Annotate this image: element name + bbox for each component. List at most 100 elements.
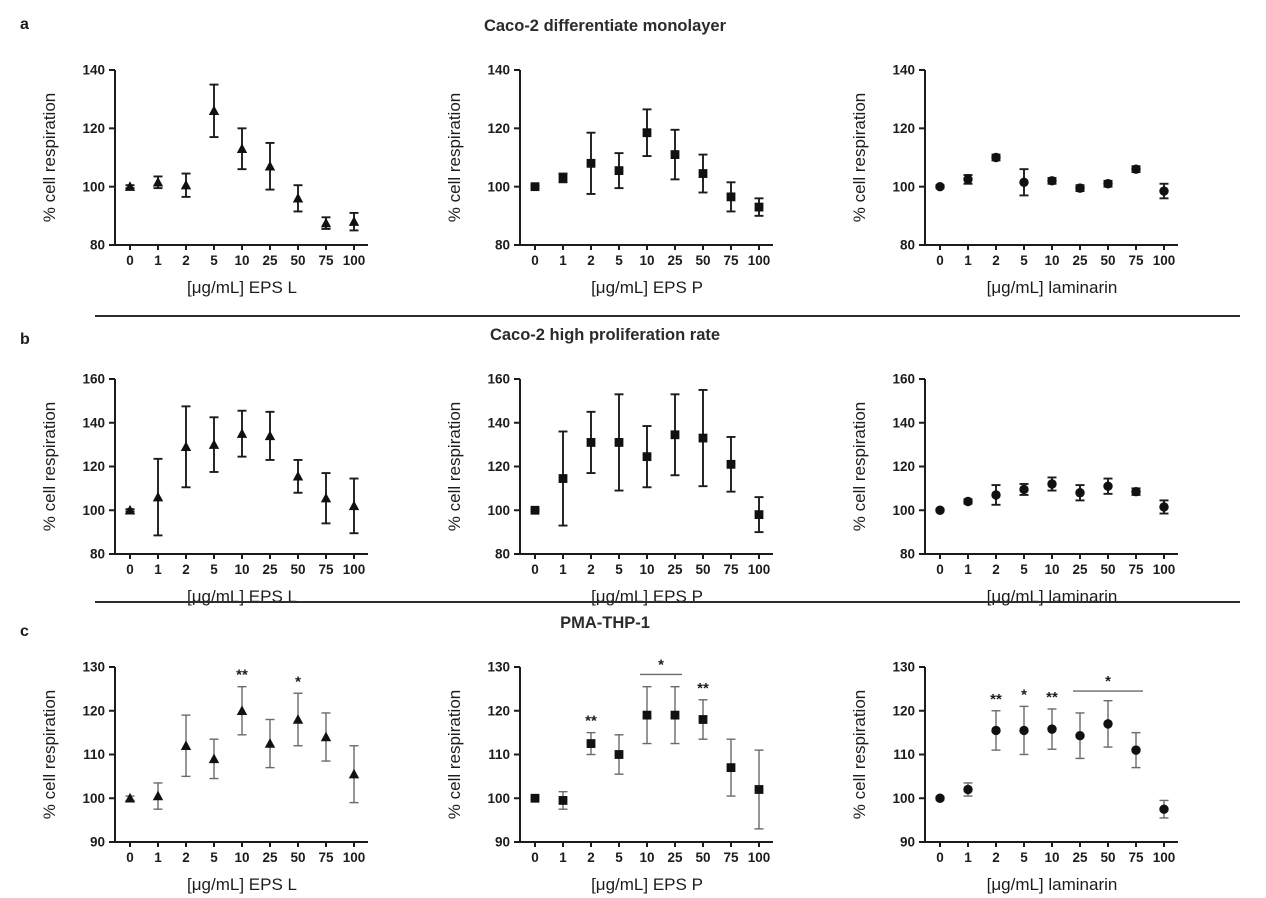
triangle-marker: [292, 714, 304, 724]
svg-text:2: 2: [992, 562, 1000, 577]
triangle-marker: [208, 439, 220, 449]
circle-marker: [991, 490, 1001, 500]
square-marker: [726, 459, 736, 469]
svg-text:140: 140: [82, 63, 105, 78]
significance-stars: *: [295, 673, 301, 690]
svg-text:50: 50: [290, 562, 305, 577]
svg-text:100: 100: [892, 179, 915, 194]
circle-marker: [1103, 179, 1113, 189]
svg-text:90: 90: [900, 835, 915, 850]
svg-text:10: 10: [1044, 562, 1059, 577]
svg-text:110: 110: [83, 747, 105, 762]
svg-text:50: 50: [1100, 253, 1115, 268]
svg-text:140: 140: [892, 63, 915, 78]
triangle-marker: [208, 105, 220, 116]
section-c-title: PMA-THP-1: [560, 614, 650, 632]
triangle-marker: [236, 428, 248, 438]
circle-marker: [935, 793, 945, 803]
svg-text:130: 130: [892, 660, 915, 675]
square-marker: [698, 433, 708, 443]
section-b: b Caco-2 high proliferation rate 80 100 12…: [0, 315, 1266, 606]
circle-marker: [991, 725, 1001, 736]
square-marker: [530, 793, 540, 803]
circle-marker: [991, 152, 1001, 163]
circle-marker: [1103, 481, 1113, 491]
svg-text:2: 2: [992, 850, 1000, 865]
triangle-marker: [152, 491, 164, 502]
circle-marker: [1159, 804, 1169, 814]
circle-marker: [935, 505, 945, 515]
triangle-marker: [236, 705, 248, 715]
triangle-marker: [124, 181, 136, 191]
square-marker: [558, 796, 568, 805]
square-marker: [530, 505, 540, 515]
triangle-marker: [180, 441, 192, 452]
svg-text:0: 0: [126, 850, 134, 865]
chart-monolayer-eps-l: 80 100 120 140 0 1 2 5 10 25 50 75 100% cell respira…: [30, 40, 427, 308]
square-marker: [558, 173, 568, 183]
significance-stars: **: [585, 713, 597, 730]
svg-text:10: 10: [1044, 850, 1059, 865]
circle-marker: [1131, 164, 1141, 174]
svg-text:0: 0: [936, 562, 944, 577]
svg-text:100: 100: [82, 503, 105, 518]
svg-text:50: 50: [290, 850, 305, 865]
svg-text:25: 25: [1072, 850, 1088, 865]
svg-text:5: 5: [210, 253, 218, 268]
svg-text:80: 80: [90, 238, 105, 253]
y-axis-title: % cell respiration: [445, 93, 464, 222]
chart-proliferation-eps-p: 80 100 120 140 160 0 1 2 5 10 25 50 75 100% cell resp…: [435, 349, 832, 617]
square-marker: [726, 192, 736, 202]
svg-text:110: 110: [893, 747, 915, 762]
triangle-marker: [208, 753, 220, 764]
svg-text:2: 2: [587, 562, 595, 577]
significance-stars: **: [697, 680, 709, 697]
svg-text:10: 10: [639, 850, 654, 865]
svg-text:80: 80: [90, 547, 105, 562]
triangle-marker: [320, 492, 332, 503]
circle-marker: [963, 174, 973, 185]
svg-text:75: 75: [723, 562, 739, 577]
svg-text:25: 25: [1072, 253, 1088, 268]
triangle-marker: [264, 430, 276, 441]
circle-marker: [935, 181, 945, 192]
svg-text:100: 100: [343, 562, 366, 577]
svg-text:75: 75: [1128, 850, 1144, 865]
svg-text:25: 25: [262, 850, 278, 865]
svg-text:100: 100: [487, 503, 510, 518]
svg-text:1: 1: [154, 850, 162, 865]
svg-text:90: 90: [90, 835, 105, 850]
y-axis-title: % cell respiration: [40, 93, 59, 222]
triangle-marker: [292, 470, 304, 481]
svg-text:5: 5: [1020, 850, 1028, 865]
svg-text:140: 140: [487, 63, 510, 78]
circle-marker: [1159, 186, 1169, 196]
svg-text:1: 1: [154, 253, 162, 268]
x-axis-title: [μg/mL] laminarin: [987, 278, 1118, 297]
circle-marker: [1131, 745, 1141, 755]
svg-text:0: 0: [126, 562, 134, 577]
significance-stars: **: [1046, 689, 1058, 706]
square-marker: [614, 438, 624, 447]
triangle-marker: [348, 216, 360, 226]
svg-text:5: 5: [210, 562, 218, 577]
svg-text:90: 90: [495, 835, 510, 850]
significance-stars: **: [236, 667, 248, 684]
svg-text:2: 2: [182, 850, 190, 865]
svg-text:2: 2: [587, 850, 595, 865]
svg-text:0: 0: [531, 253, 539, 268]
section-b-label: b: [20, 331, 30, 348]
significance-stars: **: [990, 691, 1002, 708]
y-axis-title: % cell respiration: [445, 402, 464, 531]
chart-pma-thp1-eps-p: 90 100 110 120 130 0 1 2 5 10 25 50 75 100 ** * **% cell…: [435, 637, 832, 898]
svg-text:75: 75: [1128, 562, 1144, 577]
circle-marker: [1047, 479, 1057, 489]
svg-text:25: 25: [262, 253, 278, 268]
chart-proliferation-laminarin: 80 100 120 140 160 0 1 2 5 10 25 50 75 100% cell resp…: [840, 349, 1237, 617]
svg-text:75: 75: [1128, 253, 1144, 268]
significance-stars: *: [658, 656, 664, 673]
svg-text:50: 50: [1100, 562, 1115, 577]
